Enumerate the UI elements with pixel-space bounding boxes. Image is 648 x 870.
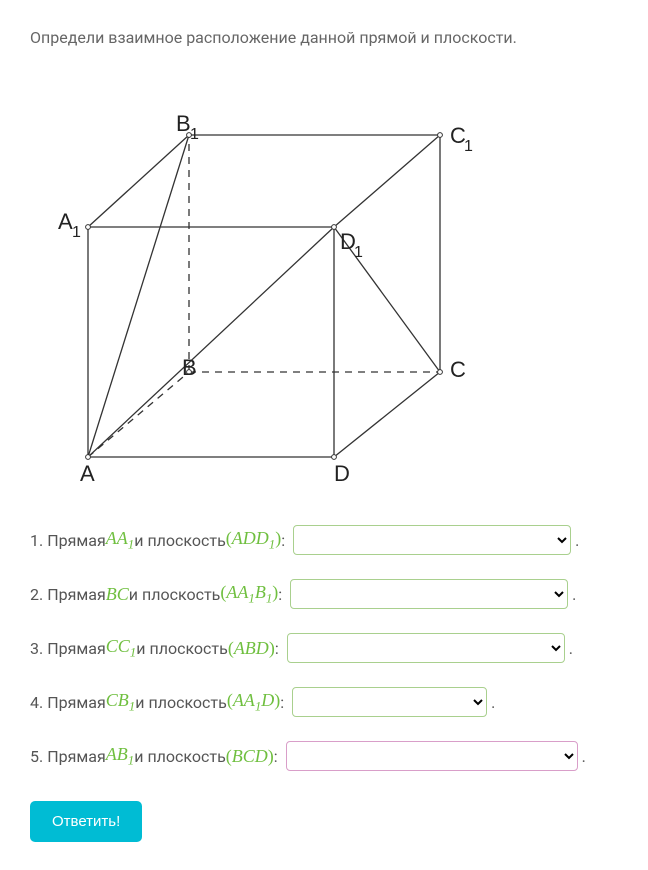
svg-text:A: A (58, 209, 73, 234)
question-number: 3. (30, 639, 43, 658)
period: . (491, 693, 495, 712)
text-pryamaya: Прямая (47, 531, 106, 550)
line-name: AA1 (106, 528, 134, 553)
text-pryamaya: Прямая (47, 639, 106, 658)
svg-text:B: B (176, 111, 191, 136)
text-pryamaya: Прямая (47, 693, 106, 712)
questions-container: 1. Прямая AA1 и плоскость (ADD1):.2. Пря… (30, 525, 618, 771)
cube-diagram: ADBCA1D1B1C1 (30, 57, 618, 501)
line-name: BC (106, 584, 129, 605)
svg-text:1: 1 (190, 126, 199, 143)
cube-svg: ADBCA1D1B1C1 (30, 57, 480, 497)
plane-name: (AA1D) (227, 690, 280, 715)
text-pryamaya: Прямая (47, 747, 106, 766)
colon: : (275, 639, 279, 658)
text-i-ploskost: и плоскость (135, 693, 227, 712)
answer-select-3[interactable] (287, 633, 565, 663)
text-i-ploskost: и плоскость (134, 531, 226, 550)
question-number: 2. (30, 585, 43, 604)
period: . (582, 747, 586, 766)
text-i-ploskost: и плоскость (129, 585, 221, 604)
plane-name: (BCD) (226, 746, 274, 767)
period: . (569, 639, 573, 658)
colon: : (274, 747, 278, 766)
svg-text:D: D (334, 461, 350, 486)
plane-name: (AA1B1) (220, 582, 278, 607)
line-name: CB1 (106, 690, 136, 715)
instruction-text: Определи взаимное расположение данной пр… (30, 28, 618, 47)
question-number: 1. (30, 531, 43, 550)
line-name: AB1 (106, 744, 134, 769)
line-name: CC1 (106, 636, 137, 661)
plane-name: (ADD1) (226, 528, 281, 553)
plane-name: (ABD) (228, 638, 275, 659)
svg-text:1: 1 (72, 224, 81, 241)
question-row-4: 4. Прямая CB1 и плоскость (AA1D):. (30, 687, 618, 717)
colon: : (281, 531, 285, 550)
svg-text:1: 1 (354, 244, 363, 261)
question-number: 5. (30, 747, 43, 766)
text-i-ploskost: и плоскость (136, 639, 228, 658)
text-i-ploskost: и плоскость (134, 747, 226, 766)
submit-button[interactable]: Ответить! (30, 801, 142, 842)
period: . (575, 531, 579, 550)
text-pryamaya: Прямая (47, 585, 106, 604)
colon: : (280, 693, 284, 712)
question-row-2: 2. Прямая BC и плоскость (AA1B1):. (30, 579, 618, 609)
period: . (572, 585, 576, 604)
question-row-3: 3. Прямая CC1 и плоскость (ABD):. (30, 633, 618, 663)
question-number: 4. (30, 693, 43, 712)
question-row-1: 1. Прямая AA1 и плоскость (ADD1):. (30, 525, 618, 555)
svg-text:A: A (80, 461, 95, 486)
answer-select-1[interactable] (293, 525, 571, 555)
svg-text:1: 1 (464, 138, 473, 155)
answer-select-5[interactable] (286, 741, 578, 771)
answer-select-4[interactable] (292, 687, 487, 717)
svg-text:B: B (182, 355, 197, 380)
question-row-5: 5. Прямая AB1 и плоскость (BCD):. (30, 741, 618, 771)
answer-select-2[interactable] (290, 579, 568, 609)
colon: : (278, 585, 282, 604)
svg-text:C: C (450, 357, 466, 382)
